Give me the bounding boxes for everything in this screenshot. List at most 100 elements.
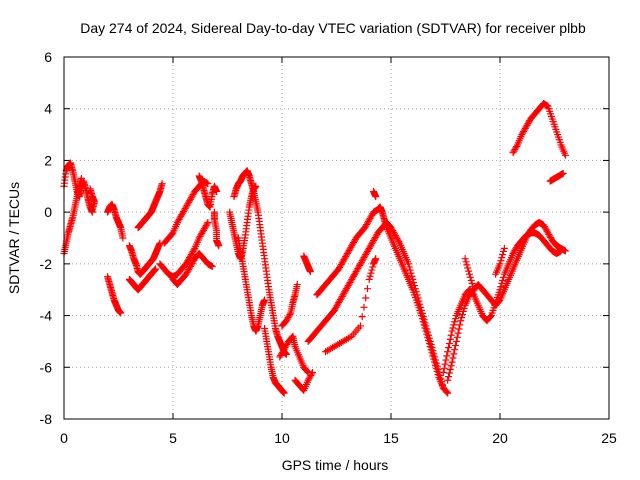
data-point <box>308 370 316 378</box>
data-point <box>486 313 494 321</box>
data-point <box>406 266 414 274</box>
data-point <box>369 263 377 271</box>
data-point <box>561 151 569 159</box>
data-point <box>465 270 473 278</box>
data-point <box>451 318 459 326</box>
y-tick-label: -8 <box>40 411 53 427</box>
data-point <box>365 275 373 283</box>
data-point <box>442 356 450 364</box>
y-axis-label: SDTVAR / TECUs <box>6 182 22 294</box>
data-point <box>408 272 416 280</box>
data-point <box>497 283 505 291</box>
series-20 <box>291 368 317 395</box>
plot-frame <box>63 56 610 420</box>
data-point <box>500 244 508 252</box>
series-10 <box>160 177 212 247</box>
y-tick-label: 2 <box>44 152 52 168</box>
data-point <box>450 321 458 329</box>
data-point <box>499 273 507 281</box>
y-tick-label: -6 <box>40 359 53 375</box>
x-tick-label: 25 <box>601 430 617 446</box>
y-tick-label: -4 <box>40 308 53 324</box>
series-6 <box>125 239 164 278</box>
data-point <box>447 331 455 339</box>
data-point <box>418 315 426 323</box>
series-11 <box>169 250 216 289</box>
data-point <box>464 264 472 272</box>
series-7 <box>134 180 166 232</box>
data-point <box>430 355 438 363</box>
data-point <box>454 329 462 337</box>
series-18 <box>276 332 312 376</box>
data-point <box>362 294 370 302</box>
x-tick-label: 10 <box>274 430 290 446</box>
data-point <box>455 325 463 333</box>
data-point <box>450 350 458 358</box>
data-point <box>428 349 436 357</box>
data-point <box>470 286 478 294</box>
data-point <box>444 348 452 356</box>
data-point <box>419 318 427 326</box>
data-point <box>306 268 314 276</box>
data-point <box>213 187 221 195</box>
data-point <box>447 362 455 370</box>
data-point <box>439 384 447 392</box>
data-point <box>452 342 460 350</box>
series-16 <box>234 234 269 335</box>
y-tick-labels: -8 -6 -4 -2 0 2 4 6 <box>40 49 53 427</box>
data-point <box>372 255 380 263</box>
series-25 <box>370 187 380 201</box>
data-point <box>190 246 198 254</box>
data-point <box>496 260 504 268</box>
series-24 <box>322 255 380 356</box>
data-point <box>513 142 521 150</box>
data-point <box>358 313 366 321</box>
data-point <box>445 339 453 347</box>
data-point <box>424 336 432 344</box>
data-point <box>463 261 471 269</box>
data-point <box>360 303 368 311</box>
series-27 <box>439 229 565 376</box>
data-point <box>431 361 439 369</box>
data-point <box>499 247 507 255</box>
data-point <box>429 352 437 360</box>
data-point <box>395 238 403 246</box>
data-point <box>356 322 364 330</box>
data-point <box>443 352 451 360</box>
data-point <box>88 206 96 214</box>
data-point <box>444 389 452 397</box>
data-point <box>469 283 477 291</box>
data-point <box>440 364 448 372</box>
series-22 <box>304 218 452 397</box>
series-29 <box>492 244 508 278</box>
x-tick-label: 0 <box>60 430 68 446</box>
data-point <box>468 280 476 288</box>
data-point <box>423 330 431 338</box>
x-tick-label: 5 <box>169 430 177 446</box>
data-point <box>280 389 288 397</box>
series-8 <box>125 265 160 294</box>
data-point <box>466 273 474 281</box>
data-point <box>467 276 475 284</box>
series-30 <box>509 100 569 159</box>
data-point <box>215 242 223 250</box>
data-point <box>460 304 468 312</box>
data-point <box>372 193 380 201</box>
data-point <box>451 346 459 354</box>
y-tick-label: -2 <box>40 256 53 272</box>
data-point <box>458 314 466 322</box>
data-point <box>405 263 413 271</box>
data-point <box>497 257 505 265</box>
series-14 <box>226 182 260 263</box>
data-point <box>158 180 166 188</box>
x-axis-label: GPS time / hours <box>282 457 389 473</box>
data-point <box>309 368 317 376</box>
data-point <box>434 371 442 379</box>
series-12 <box>195 172 221 211</box>
series-31 <box>546 169 567 185</box>
data-point <box>499 276 507 284</box>
data-points <box>60 100 569 397</box>
data-point <box>446 365 454 373</box>
data-point <box>498 254 506 262</box>
